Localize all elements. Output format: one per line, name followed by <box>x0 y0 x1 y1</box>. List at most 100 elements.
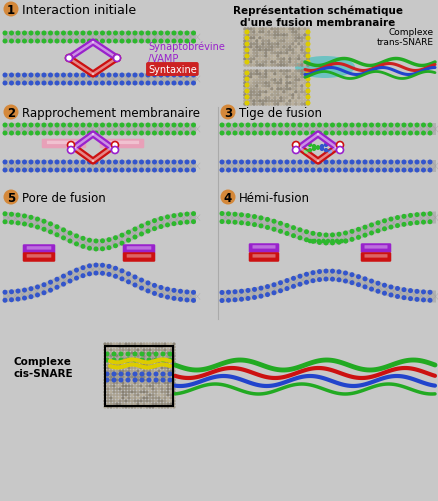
Circle shape <box>121 373 124 376</box>
Circle shape <box>323 168 328 173</box>
Circle shape <box>165 168 170 173</box>
Circle shape <box>269 49 273 53</box>
Circle shape <box>381 283 386 288</box>
Circle shape <box>284 123 289 128</box>
Circle shape <box>246 82 249 86</box>
Circle shape <box>100 123 105 128</box>
Circle shape <box>154 370 157 373</box>
Circle shape <box>254 61 258 65</box>
Circle shape <box>139 379 142 382</box>
Circle shape <box>305 71 310 76</box>
Circle shape <box>303 142 307 146</box>
Circle shape <box>374 221 380 226</box>
Circle shape <box>254 91 258 95</box>
Circle shape <box>316 123 321 128</box>
Circle shape <box>287 28 291 32</box>
Circle shape <box>139 373 142 376</box>
Circle shape <box>184 40 189 45</box>
Circle shape <box>139 378 144 383</box>
Circle shape <box>160 388 163 391</box>
Circle shape <box>244 101 249 106</box>
Circle shape <box>151 346 154 349</box>
Circle shape <box>133 358 136 361</box>
Circle shape <box>303 160 308 165</box>
Circle shape <box>249 58 252 62</box>
Circle shape <box>113 244 118 248</box>
Circle shape <box>427 131 431 136</box>
Circle shape <box>249 40 252 44</box>
Circle shape <box>172 355 175 358</box>
Circle shape <box>303 280 308 285</box>
Circle shape <box>142 394 145 397</box>
Circle shape <box>169 343 172 346</box>
Circle shape <box>152 32 157 37</box>
Circle shape <box>166 355 169 358</box>
Circle shape <box>118 391 121 394</box>
Circle shape <box>93 271 98 276</box>
Polygon shape <box>3 264 195 303</box>
Circle shape <box>276 79 279 83</box>
Circle shape <box>245 296 250 301</box>
Circle shape <box>336 278 341 283</box>
Circle shape <box>163 394 166 397</box>
Circle shape <box>28 287 33 292</box>
Circle shape <box>276 58 279 62</box>
Circle shape <box>261 100 264 104</box>
Circle shape <box>160 403 163 406</box>
Circle shape <box>121 355 124 358</box>
Circle shape <box>243 73 246 77</box>
Circle shape <box>303 58 306 62</box>
Circle shape <box>106 382 110 385</box>
Circle shape <box>305 73 309 77</box>
Circle shape <box>243 61 246 65</box>
Circle shape <box>118 403 121 406</box>
Circle shape <box>285 73 288 77</box>
Circle shape <box>139 406 142 409</box>
Circle shape <box>157 388 160 391</box>
Circle shape <box>407 213 412 218</box>
Circle shape <box>139 160 144 165</box>
Circle shape <box>172 391 175 394</box>
Circle shape <box>349 160 354 165</box>
Circle shape <box>172 388 175 391</box>
Circle shape <box>303 91 306 95</box>
Circle shape <box>184 123 189 128</box>
Circle shape <box>276 70 279 74</box>
Circle shape <box>106 373 110 376</box>
Circle shape <box>22 296 27 301</box>
Circle shape <box>251 76 255 80</box>
Circle shape <box>265 160 269 165</box>
Circle shape <box>54 73 60 78</box>
Circle shape <box>106 131 111 136</box>
Circle shape <box>35 81 40 86</box>
Circle shape <box>163 382 166 385</box>
Circle shape <box>279 73 282 77</box>
Circle shape <box>121 379 124 382</box>
Circle shape <box>254 85 258 89</box>
Circle shape <box>388 131 392 136</box>
Circle shape <box>54 160 60 165</box>
Circle shape <box>401 131 406 136</box>
Circle shape <box>261 61 264 65</box>
Circle shape <box>100 81 105 86</box>
Circle shape <box>133 376 136 379</box>
Circle shape <box>249 73 252 77</box>
Circle shape <box>113 274 118 279</box>
Circle shape <box>264 85 267 89</box>
Circle shape <box>251 288 256 292</box>
Circle shape <box>124 361 127 364</box>
Circle shape <box>80 274 85 279</box>
Circle shape <box>132 352 137 357</box>
Circle shape <box>67 239 72 244</box>
Circle shape <box>305 95 310 100</box>
Circle shape <box>171 40 176 45</box>
Circle shape <box>145 131 150 136</box>
Circle shape <box>226 123 230 128</box>
Circle shape <box>269 88 273 92</box>
Circle shape <box>319 145 323 149</box>
Circle shape <box>124 376 127 379</box>
Circle shape <box>279 55 282 59</box>
Circle shape <box>258 37 261 41</box>
Circle shape <box>177 213 183 218</box>
Circle shape <box>133 397 136 400</box>
